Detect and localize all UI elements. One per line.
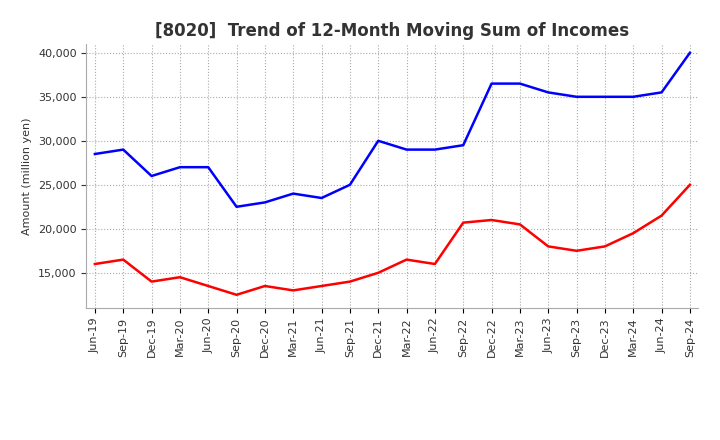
Title: [8020]  Trend of 12-Month Moving Sum of Incomes: [8020] Trend of 12-Month Moving Sum of I… <box>156 22 629 40</box>
Ordinary Income <box>148 173 156 179</box>
Net Income <box>516 222 524 227</box>
Net Income <box>346 279 354 284</box>
Net Income <box>148 279 156 284</box>
Net Income <box>600 244 609 249</box>
Ordinary Income <box>544 90 552 95</box>
Net Income <box>487 217 496 223</box>
Net Income <box>318 283 326 289</box>
Net Income <box>657 213 666 218</box>
Net Income <box>119 257 127 262</box>
Net Income <box>402 257 411 262</box>
Line: Ordinary Income: Ordinary Income <box>95 53 690 207</box>
Ordinary Income <box>261 200 269 205</box>
Net Income <box>459 220 467 225</box>
Ordinary Income <box>318 195 326 201</box>
Net Income <box>261 283 269 289</box>
Net Income <box>374 270 382 275</box>
Ordinary Income <box>516 81 524 86</box>
Line: Net Income: Net Income <box>95 185 690 295</box>
Net Income <box>204 283 212 289</box>
Net Income <box>544 244 552 249</box>
Ordinary Income <box>119 147 127 152</box>
Net Income <box>233 292 241 297</box>
Ordinary Income <box>374 138 382 143</box>
Net Income <box>176 275 184 280</box>
Ordinary Income <box>487 81 496 86</box>
Ordinary Income <box>629 94 637 99</box>
Ordinary Income <box>685 50 694 55</box>
Ordinary Income <box>91 151 99 157</box>
Ordinary Income <box>176 165 184 170</box>
Ordinary Income <box>289 191 297 196</box>
Net Income <box>629 231 637 236</box>
Ordinary Income <box>600 94 609 99</box>
Ordinary Income <box>657 90 666 95</box>
Ordinary Income <box>431 147 439 152</box>
Net Income <box>685 182 694 187</box>
Y-axis label: Amount (million yen): Amount (million yen) <box>22 117 32 235</box>
Net Income <box>431 261 439 267</box>
Net Income <box>91 261 99 267</box>
Ordinary Income <box>233 204 241 209</box>
Ordinary Income <box>572 94 581 99</box>
Ordinary Income <box>346 182 354 187</box>
Ordinary Income <box>204 165 212 170</box>
Net Income <box>289 288 297 293</box>
Ordinary Income <box>459 143 467 148</box>
Ordinary Income <box>402 147 411 152</box>
Net Income <box>572 248 581 253</box>
